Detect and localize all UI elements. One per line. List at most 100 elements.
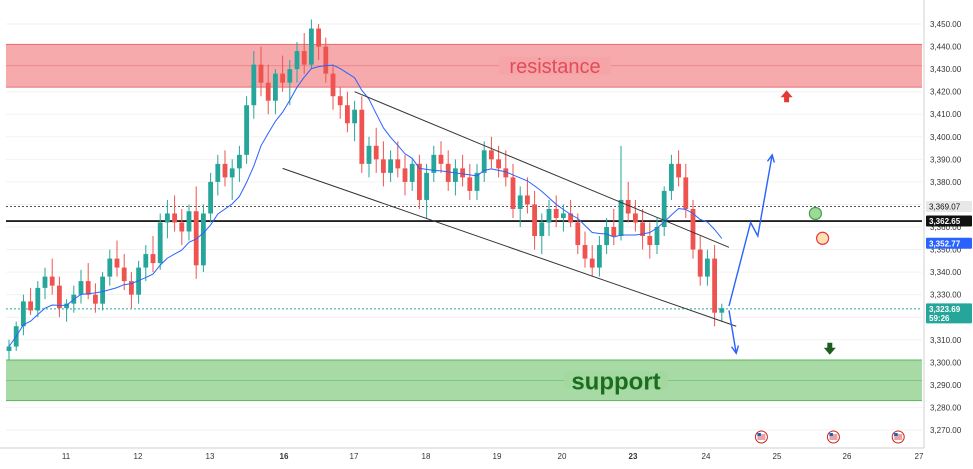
candle[interactable] (481, 141, 487, 182)
candle[interactable] (589, 245, 595, 277)
candle[interactable] (244, 96, 249, 164)
candle[interactable] (186, 204, 192, 241)
candle[interactable] (366, 136, 372, 178)
candle[interactable] (388, 150, 393, 182)
candle[interactable] (453, 159, 458, 196)
candle[interactable] (229, 159, 235, 200)
candle-body (309, 28, 314, 65)
candle[interactable] (381, 141, 386, 187)
candle[interactable] (201, 204, 206, 273)
candle[interactable] (489, 136, 494, 169)
candle[interactable] (582, 231, 588, 268)
candle[interactable] (309, 19, 314, 70)
candle[interactable] (352, 100, 357, 142)
candle[interactable] (114, 240, 120, 277)
candle[interactable] (712, 245, 717, 327)
candle[interactable] (705, 249, 710, 286)
candle[interactable] (64, 299, 69, 322)
candle[interactable] (568, 199, 573, 227)
candle[interactable] (172, 195, 177, 232)
candle[interactable] (57, 276, 62, 318)
candle[interactable] (409, 159, 415, 191)
candle[interactable] (395, 141, 401, 178)
candle[interactable] (474, 163, 480, 200)
candle[interactable] (157, 213, 163, 270)
candle[interactable] (359, 96, 365, 173)
candle[interactable] (258, 46, 264, 97)
candle[interactable] (287, 60, 293, 106)
candle[interactable] (280, 55, 285, 92)
candle[interactable] (21, 294, 26, 336)
candle[interactable] (697, 236, 703, 286)
candle[interactable] (35, 281, 41, 318)
candle[interactable] (676, 150, 681, 187)
candle[interactable] (683, 163, 689, 218)
resistance-label-bg (499, 56, 611, 75)
candle[interactable] (445, 150, 451, 191)
candle[interactable] (618, 145, 624, 241)
candle[interactable] (661, 186, 667, 237)
candle[interactable] (222, 150, 228, 187)
candle[interactable] (316, 24, 321, 61)
candle[interactable] (107, 249, 113, 286)
candle[interactable] (597, 236, 602, 277)
candle[interactable] (647, 222, 653, 259)
candle[interactable] (575, 213, 581, 255)
candle[interactable] (237, 145, 242, 182)
candle[interactable] (265, 64, 271, 115)
candle[interactable] (460, 154, 465, 187)
candle[interactable] (467, 163, 473, 200)
candle[interactable] (373, 127, 379, 173)
candle[interactable] (323, 37, 329, 83)
candle[interactable] (633, 199, 638, 232)
candle[interactable] (438, 141, 444, 173)
candle[interactable] (193, 186, 199, 279)
candle[interactable] (402, 154, 408, 196)
candle[interactable] (215, 154, 221, 196)
candle[interactable] (654, 217, 660, 255)
candle[interactable] (640, 208, 645, 250)
candle[interactable] (129, 272, 134, 309)
candle[interactable] (337, 87, 343, 119)
candle[interactable] (6, 339, 12, 361)
candle[interactable] (604, 217, 609, 255)
event-flag-icon[interactable] (826, 430, 840, 444)
candle[interactable] (85, 263, 91, 300)
candle[interactable] (525, 177, 530, 214)
candle[interactable] (669, 154, 674, 200)
bearish-projection-arrow-path (728, 310, 737, 354)
candle[interactable] (273, 69, 278, 115)
candle[interactable] (294, 42, 300, 83)
candle[interactable] (553, 195, 559, 227)
candle[interactable] (517, 186, 523, 227)
candle[interactable] (330, 64, 336, 110)
candle[interactable] (539, 213, 545, 255)
candle[interactable] (510, 163, 516, 218)
event-flag-icon[interactable] (754, 430, 768, 444)
candle[interactable] (208, 172, 213, 223)
candle[interactable] (150, 236, 156, 273)
candle[interactable] (690, 199, 696, 259)
candle[interactable] (719, 303, 725, 322)
event-flag-icon[interactable] (891, 430, 905, 444)
candle[interactable] (546, 199, 552, 237)
candle[interactable] (251, 51, 257, 119)
candle[interactable] (503, 150, 509, 187)
candle[interactable] (431, 145, 437, 182)
candle[interactable] (611, 208, 617, 246)
candle[interactable] (625, 181, 631, 223)
candle[interactable] (532, 190, 537, 250)
candle[interactable] (42, 267, 48, 300)
candle[interactable] (49, 258, 55, 295)
candle[interactable] (93, 283, 98, 313)
candle[interactable] (78, 269, 84, 304)
candle[interactable] (179, 208, 185, 246)
candle[interactable] (417, 154, 422, 209)
candle[interactable] (301, 33, 307, 74)
candle[interactable] (28, 287, 33, 315)
candle[interactable] (143, 245, 149, 282)
candle[interactable] (165, 199, 170, 239)
candle[interactable] (345, 91, 350, 133)
candle[interactable] (424, 163, 429, 218)
